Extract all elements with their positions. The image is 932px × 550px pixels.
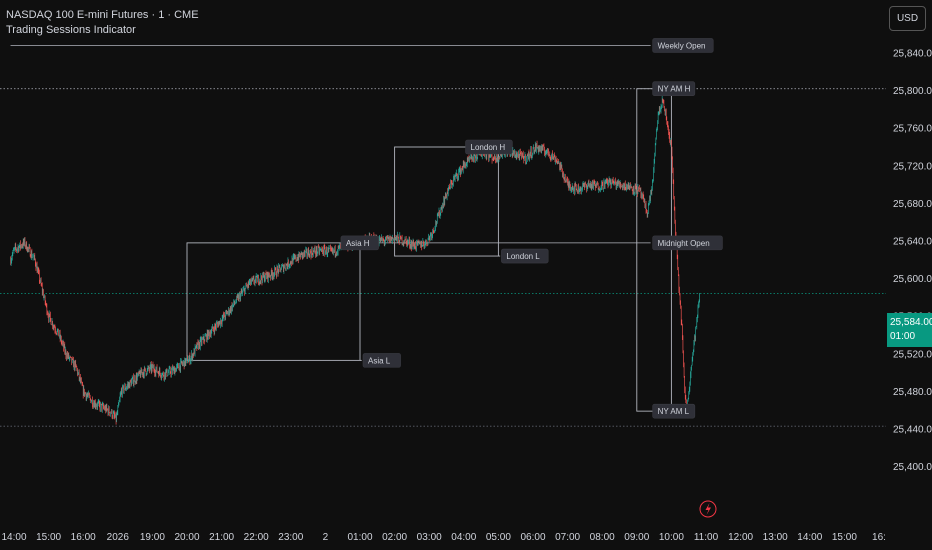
time-tick-label: 03:00 <box>417 532 442 543</box>
label-ny-am-l: NY AM L <box>658 407 690 416</box>
price-tick-label: 25,440.00 <box>893 425 932 436</box>
time-tick-label: 21:00 <box>209 532 234 543</box>
time-tick-label: 15:00 <box>36 532 61 543</box>
label-ny-am-h-bg <box>652 81 696 97</box>
time-tick-label: 09:00 <box>624 532 649 543</box>
price-tick-label: 25,400.00 <box>893 462 932 473</box>
time-tick-label: 05:00 <box>486 532 511 543</box>
time-tick-label: 23:00 <box>278 532 303 543</box>
price-tick-label: 25,520.00 <box>893 349 932 360</box>
label-asia-h: Asia H <box>346 239 370 248</box>
levels-layer <box>0 45 886 427</box>
label-ny-am-l-bg <box>652 403 696 419</box>
label-weekly-open-bg <box>652 38 714 53</box>
label-midnight-open: Midnight Open <box>658 239 710 248</box>
label-london-h-bg <box>465 139 513 155</box>
time-tick-label: 19:00 <box>140 532 165 543</box>
label-london-l-bg <box>501 248 549 264</box>
lightning-icon[interactable] <box>699 500 717 518</box>
label-midnight-open-bg <box>652 235 723 251</box>
time-tick-label: 11:00 <box>694 532 719 543</box>
label-london-l: London L <box>506 252 540 261</box>
price-tick-label: 25,800.00 <box>893 86 932 97</box>
bottom-marker <box>699 500 717 518</box>
time-tick-label: 04:00 <box>451 532 476 543</box>
bar-countdown: 01:00 <box>890 331 916 342</box>
label-asia-l-bg <box>362 353 401 368</box>
time-tick-label: 10:00 <box>659 532 684 543</box>
time-tick-label: 02:00 <box>382 532 407 543</box>
current-price-tag: 25,584.00 01:00 <box>887 313 932 347</box>
label-weekly-open: Weekly Open <box>658 41 706 50</box>
symbol-title[interactable]: NASDAQ 100 E-mini Futures · 1 · CME <box>6 9 199 21</box>
label-asia-h-bg <box>340 235 379 251</box>
time-tick-label: 01:00 <box>347 532 372 543</box>
time-tick-label: 16: <box>872 532 886 543</box>
time-tick-label: 2 <box>323 532 329 543</box>
time-tick-label: 12:00 <box>728 532 753 543</box>
time-tick-label: 13:00 <box>763 532 788 543</box>
price-tick-label: 25,680.00 <box>893 199 932 210</box>
price-tick-label: 25,840.00 <box>893 49 932 60</box>
time-tick-label: 06:00 <box>520 532 545 543</box>
level-labels: Weekly Open NY AM H Midnight Open NY AM L As… <box>340 38 723 419</box>
lightning-icon-bolt <box>705 503 711 515</box>
time-tick-label: 16:00 <box>71 532 96 543</box>
time-tick-label: 2026 <box>107 532 130 543</box>
time-axis: 14:00 15:00 16:00 2026 19:00 20:00 21:00 22:00 2… <box>1 532 885 543</box>
currency-button[interactable]: USD <box>889 6 926 31</box>
time-tick-label: 22:00 <box>244 532 269 543</box>
time-tick-label: 14:00 <box>1 532 26 543</box>
time-tick-label: 07:00 <box>555 532 580 543</box>
chart-header: NASDAQ 100 E-mini Futures · 1 · CME Trad… <box>6 8 199 38</box>
time-tick-label: 20:00 <box>174 532 199 543</box>
indicator-name[interactable]: Trading Sessions Indicator <box>6 24 136 36</box>
current-price-value: 25,584.00 <box>890 317 932 328</box>
price-tick-label: 25,720.00 <box>893 161 932 172</box>
time-tick-label: 14:00 <box>797 532 822 543</box>
label-london-h: London H <box>471 143 506 152</box>
session-box-asia <box>186 242 361 361</box>
label-ny-am-h: NY AM H <box>658 85 691 94</box>
session-box-london <box>394 146 499 257</box>
time-tick-label: 08:00 <box>590 532 615 543</box>
price-tick-label: 25,480.00 <box>893 387 932 398</box>
price-tick-label: 25,600.00 <box>893 274 932 285</box>
price-axis: 25,840.00 25,800.00 25,760.00 25,720.00 25,6… <box>893 49 932 474</box>
candles <box>10 95 701 425</box>
time-tick-label: 15:00 <box>832 532 857 543</box>
price-tick-label: 25,640.00 <box>893 237 932 248</box>
price-tick-label: 25,760.00 <box>893 124 932 135</box>
label-asia-l: Asia L <box>368 356 391 365</box>
session-boxes <box>186 88 672 412</box>
